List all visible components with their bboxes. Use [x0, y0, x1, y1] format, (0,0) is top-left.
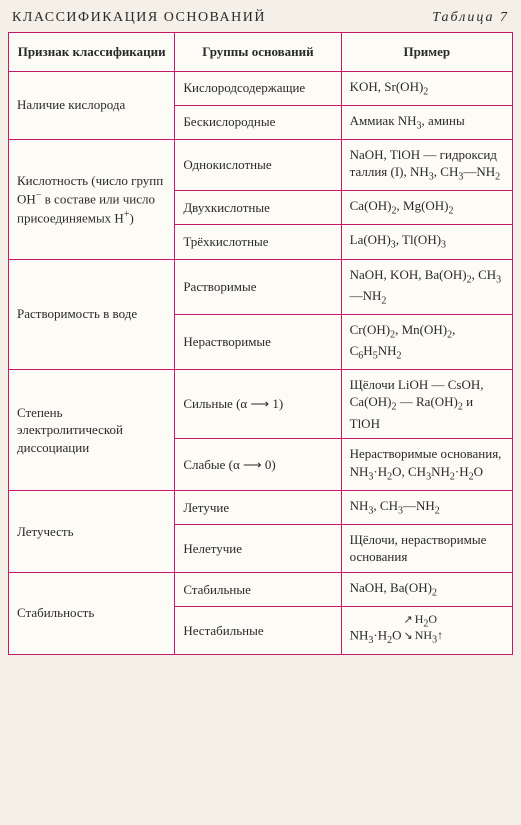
table-row: Растворимость в водеРастворимыеNaOH, KOH…: [9, 259, 513, 314]
table-header-row: КЛАССИФИКАЦИЯ ОСНОВАНИЙ Таблица 7: [8, 8, 513, 32]
example-cell: Аммиак NH3, амины: [341, 105, 512, 139]
table-row: Степень электролитической диссоциацииСил…: [9, 369, 513, 438]
table-row: Кислотность (число групп OH− в составе и…: [9, 139, 513, 191]
table-number: Таблица 7: [432, 10, 509, 26]
example-cell: Щёлочи, нерастворимые основания: [341, 524, 512, 572]
col-header-example: Пример: [341, 33, 512, 72]
criterion-cell: Степень электролитической диссоциации: [9, 369, 175, 490]
group-cell: Нерастворимые: [175, 314, 341, 369]
example-cell: Щёлочи LiOH — CsOH, Ca(OH)2 — Ra(OH)2 и …: [341, 369, 512, 438]
criterion-cell: Кислотность (число групп OH− в составе и…: [9, 139, 175, 259]
example-cell: NaOH, TlOH — гидроксид таллия (I), NH3, …: [341, 139, 512, 191]
example-cell: NH3·H2OH2ONH3↑: [341, 607, 512, 654]
criterion-cell: Наличие кислорода: [9, 71, 175, 139]
group-cell: Стабильные: [175, 572, 341, 606]
group-cell: Кислородсодержащие: [175, 71, 341, 105]
group-cell: Нестабильные: [175, 607, 341, 654]
example-cell: Cr(OH)2, Mn(OH)2, C6H5NH2: [341, 314, 512, 369]
example-cell: NaOH, KOH, Ba(OH)2, CH3—NH2: [341, 259, 512, 314]
table-body: Наличие кислородаКислородсодержащиеKOH, …: [9, 71, 513, 654]
group-cell: Летучие: [175, 490, 341, 524]
group-cell: Растворимые: [175, 259, 341, 314]
group-cell: Однокислотные: [175, 139, 341, 191]
table-head-row: Признак классификации Группы оснований П…: [9, 33, 513, 72]
table-caption: КЛАССИФИКАЦИЯ ОСНОВАНИЙ: [12, 10, 266, 26]
criterion-cell: Растворимость в воде: [9, 259, 175, 369]
example-cell: La(OH)3, Tl(OH)3: [341, 225, 512, 259]
criterion-cell: Стабильность: [9, 572, 175, 654]
example-cell: NaOH, Ba(OH)2: [341, 572, 512, 606]
group-cell: Бескислородные: [175, 105, 341, 139]
example-cell: Ca(OH)2, Mg(OH)2: [341, 191, 512, 225]
example-cell: Нерастворимые основания, NH3·H2O, CH3NH2…: [341, 439, 512, 491]
group-cell: Двухкислотные: [175, 191, 341, 225]
table-row: СтабильностьСтабильныеNaOH, Ba(OH)2: [9, 572, 513, 606]
classification-table: Признак классификации Группы оснований П…: [8, 32, 513, 655]
group-cell: Слабые (α ⟶ 0): [175, 439, 341, 491]
group-cell: Трёхкислотные: [175, 225, 341, 259]
col-header-groups: Группы оснований: [175, 33, 341, 72]
table-row: Наличие кислородаКислородсодержащиеKOH, …: [9, 71, 513, 105]
criterion-cell: Летучесть: [9, 490, 175, 572]
group-cell: Сильные (α ⟶ 1): [175, 369, 341, 438]
group-cell: Нелетучие: [175, 524, 341, 572]
col-header-criterion: Признак классификации: [9, 33, 175, 72]
example-cell: KOH, Sr(OH)2: [341, 71, 512, 105]
table-row: ЛетучестьЛетучиеNH3, CH3—NH2: [9, 490, 513, 524]
example-cell: NH3, CH3—NH2: [341, 490, 512, 524]
